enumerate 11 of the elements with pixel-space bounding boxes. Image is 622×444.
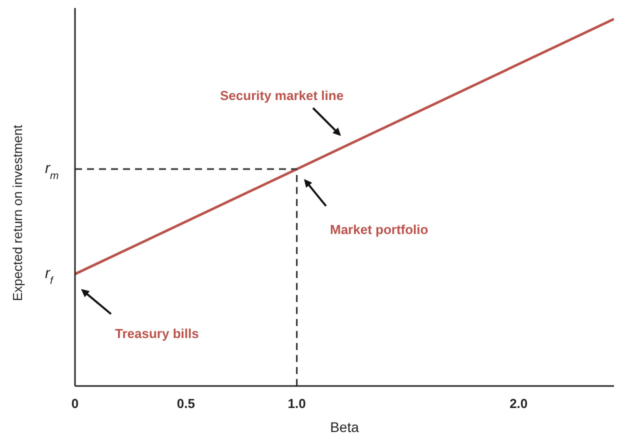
y-axis-title: Expected return on investment bbox=[10, 124, 25, 302]
x-tick-label: 0 bbox=[71, 396, 79, 411]
annotation: Market portfolio bbox=[330, 222, 428, 237]
x-tick-label: 0.5 bbox=[176, 396, 195, 411]
x-tick-label: 2.0 bbox=[510, 396, 528, 411]
annotation: r$_{f}$ bbox=[45, 265, 54, 288]
x-tick-label: 1.0 bbox=[288, 396, 306, 411]
x-axis-title: Beta bbox=[330, 419, 360, 435]
annotation: Treasury bills bbox=[115, 326, 199, 341]
annotation: Security market line bbox=[220, 88, 344, 103]
annotation: r$_{m}$ bbox=[45, 160, 59, 182]
